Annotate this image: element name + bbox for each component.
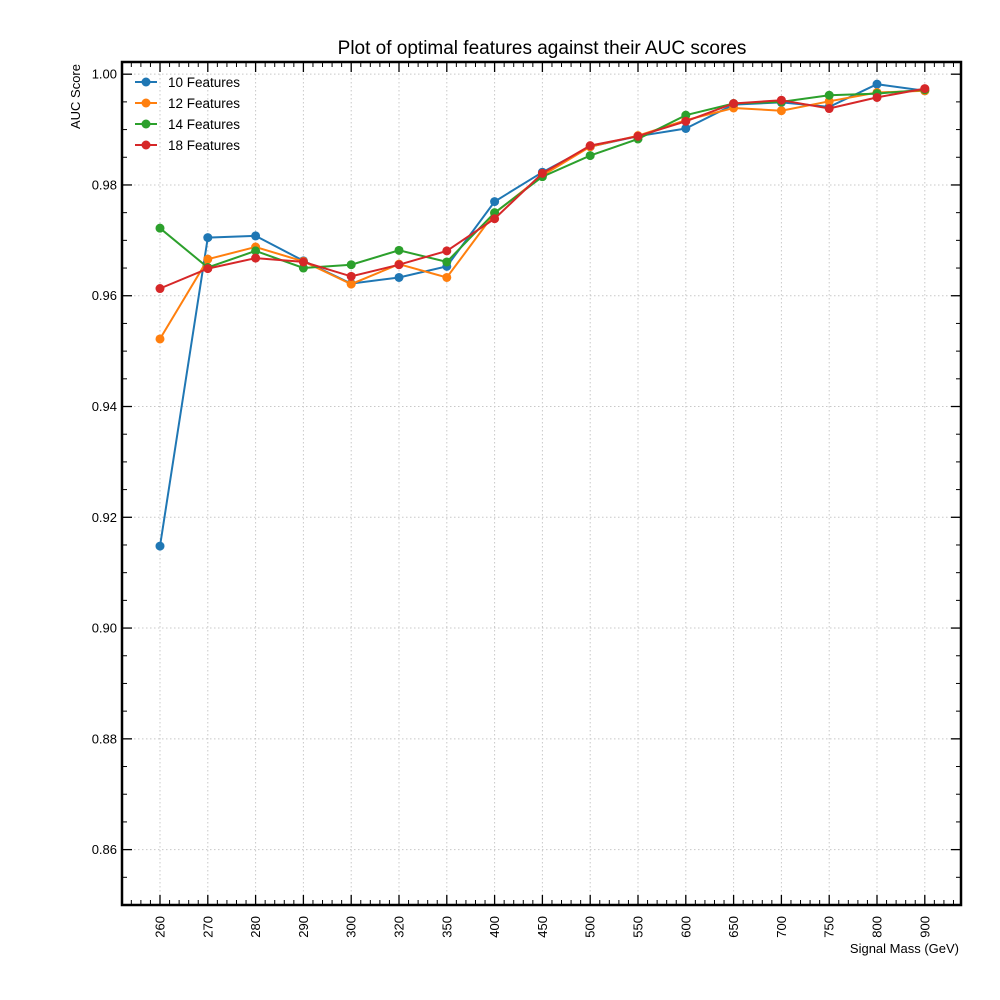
y-tick-label: 0.96 (92, 288, 117, 303)
data-point (824, 90, 834, 100)
data-point (490, 214, 500, 224)
data-point (776, 95, 786, 105)
data-point (251, 253, 261, 263)
data-point (203, 264, 213, 274)
data-point (155, 541, 165, 551)
data-point (729, 99, 739, 109)
grid (122, 62, 961, 905)
x-tick-label: 300 (344, 916, 359, 938)
data-point (298, 257, 308, 267)
data-point (585, 141, 595, 151)
data-point (633, 131, 643, 141)
data-point (681, 123, 691, 133)
data-point (251, 231, 261, 241)
x-tick-label: 270 (200, 916, 215, 938)
data-point (394, 260, 404, 270)
x-axis-title: Signal Mass (GeV) (850, 941, 959, 956)
data-point (394, 245, 404, 255)
x-tick-label: 700 (774, 916, 789, 938)
data-point (251, 246, 261, 256)
x-tick-label: 320 (392, 916, 407, 938)
x-tick-label: 600 (678, 916, 693, 938)
y-axis-title: AUC Score (68, 64, 83, 129)
data-point (203, 254, 213, 264)
legend-label: 18 Features (168, 138, 240, 153)
legend-marker (141, 140, 151, 150)
y-tick-label: 1.00 (92, 67, 117, 82)
x-tick-label: 900 (917, 916, 932, 938)
legend-label: 12 Features (168, 96, 240, 111)
data-point (490, 197, 500, 207)
data-point (442, 272, 452, 282)
legend-marker (141, 119, 151, 129)
x-tick-label: 500 (583, 916, 598, 938)
data-point (155, 334, 165, 344)
y-tick-label: 0.90 (92, 621, 117, 636)
x-tick-label: 280 (248, 916, 263, 938)
x-tick-label: 290 (296, 916, 311, 938)
data-point (872, 79, 882, 89)
data-point (537, 168, 547, 178)
legend: 10 Features 12 Features 14 Features 18 Feat… (135, 75, 240, 153)
data-point (442, 257, 452, 267)
y-tick-label: 0.98 (92, 177, 117, 192)
data-point (776, 106, 786, 116)
data-point (346, 260, 356, 270)
data-point (155, 223, 165, 233)
data-point (681, 116, 691, 126)
data-point (346, 279, 356, 289)
data-point (203, 233, 213, 243)
chart-title: Plot of optimal features against their A… (338, 38, 747, 59)
legend-marker (141, 98, 151, 108)
y-tick-label: 0.94 (92, 399, 117, 414)
legend-label: 14 Features (168, 117, 240, 132)
data-point (920, 84, 930, 94)
data-point (155, 284, 165, 294)
data-point (346, 271, 356, 281)
y-tick-label: 0.92 (92, 510, 117, 525)
data-point (442, 246, 452, 256)
series-layer (155, 79, 930, 551)
data-point (394, 272, 404, 282)
x-tick-label: 650 (726, 916, 741, 938)
x-tick-label: 400 (487, 916, 502, 938)
legend-label: 10 Features (168, 75, 240, 90)
y-tick-label: 0.88 (92, 731, 117, 746)
y-tick-label: 0.86 (92, 842, 117, 857)
plot-frame (120, 60, 963, 907)
data-point (824, 104, 834, 114)
tick-labels: 260 270 280 290 300 320 350 400 450 500 550 600 650 7… (92, 67, 933, 938)
x-tick-label: 450 (535, 916, 550, 938)
x-tick-label: 550 (631, 916, 646, 938)
x-tick-label: 750 (822, 916, 837, 938)
x-tick-label: 260 (153, 916, 168, 938)
data-point (872, 92, 882, 102)
legend-marker (141, 77, 151, 87)
x-tick-label: 800 (870, 916, 885, 938)
x-tick-label: 350 (439, 916, 454, 938)
data-point (585, 151, 595, 161)
